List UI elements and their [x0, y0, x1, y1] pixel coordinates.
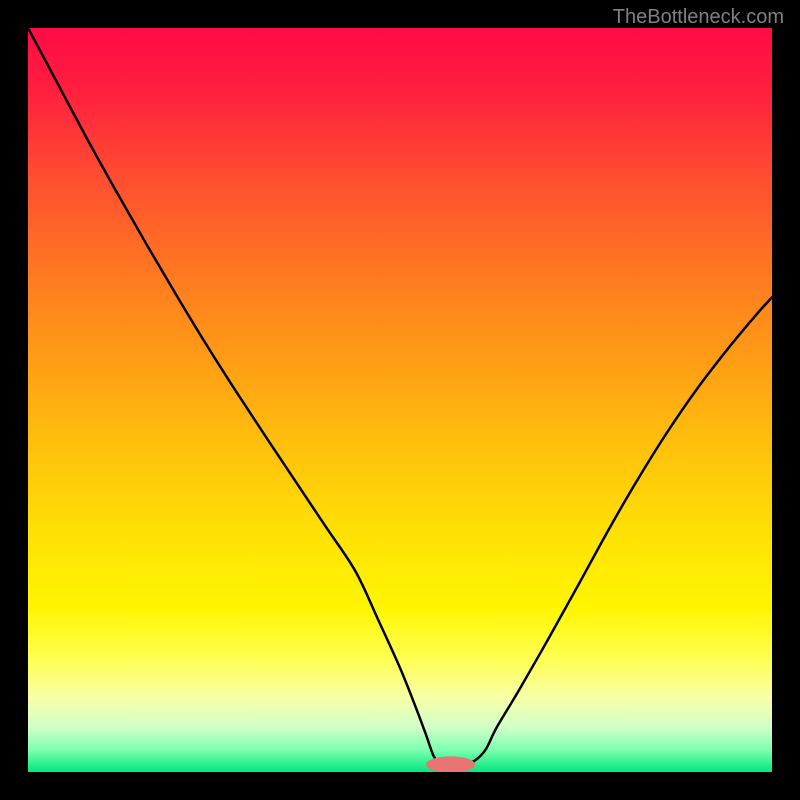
- bottleneck-curve: [28, 28, 772, 765]
- plot-area: [28, 28, 772, 772]
- watermark-text: TheBottleneck.com: [613, 6, 784, 29]
- minimum-marker: [426, 756, 475, 772]
- plot-overlay: [28, 28, 772, 772]
- chart-frame: TheBottleneck.com: [0, 0, 800, 800]
